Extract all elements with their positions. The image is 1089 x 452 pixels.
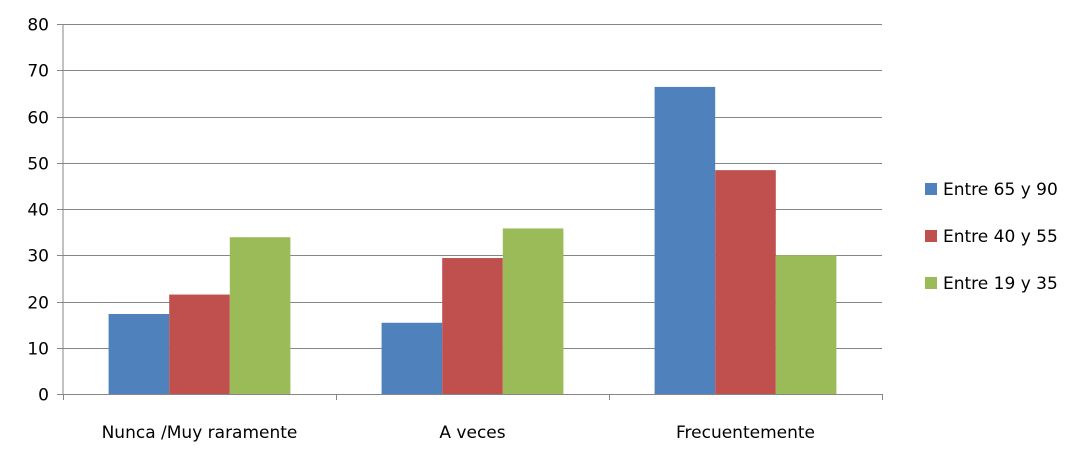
- legend-swatch: [925, 230, 937, 242]
- bars: [108, 86, 837, 395]
- legend-swatch: [925, 183, 937, 195]
- x-axis-categories: Nunca /Muy raramente A veces Frecuentement…: [102, 423, 815, 443]
- bar-0-0: [108, 313, 170, 394]
- y-tick-label: 70: [27, 62, 49, 82]
- bar-2-0: [654, 86, 716, 395]
- y-tick-label: 40: [27, 201, 49, 221]
- x-category-label: A veces: [439, 423, 505, 443]
- legend-label: Entre 19 y 35: [943, 274, 1058, 294]
- y-tick-label: 20: [27, 294, 49, 314]
- x-category-label: Frecuentemente: [676, 423, 815, 443]
- bar-1-0: [381, 322, 443, 394]
- legend-label: Entre 65 y 90: [943, 180, 1058, 200]
- y-tick-label: 0: [38, 386, 49, 406]
- y-axis-ticks: 0 10 20 30 40 50 60 70 80: [27, 16, 49, 406]
- y-tick-label: 10: [27, 340, 49, 360]
- legend-label: Entre 40 y 55: [943, 227, 1058, 247]
- bar-1-1: [442, 258, 503, 394]
- y-tick-label: 30: [27, 247, 49, 267]
- y-tick-label: 80: [27, 16, 49, 36]
- y-tick-label: 60: [27, 109, 49, 129]
- legend-swatch: [925, 277, 937, 289]
- bar-2-2: [775, 255, 837, 394]
- x-category-label: Nunca /Muy raramente: [102, 423, 298, 443]
- bar-0-2: [229, 237, 291, 394]
- bar-0-1: [169, 294, 230, 394]
- y-tick-label: 50: [27, 155, 49, 175]
- bar-2-1: [715, 170, 776, 394]
- legend: Entre 65 y 90 Entre 40 y 55 Entre 19 y 35: [925, 180, 1058, 294]
- bar-1-2: [502, 228, 564, 394]
